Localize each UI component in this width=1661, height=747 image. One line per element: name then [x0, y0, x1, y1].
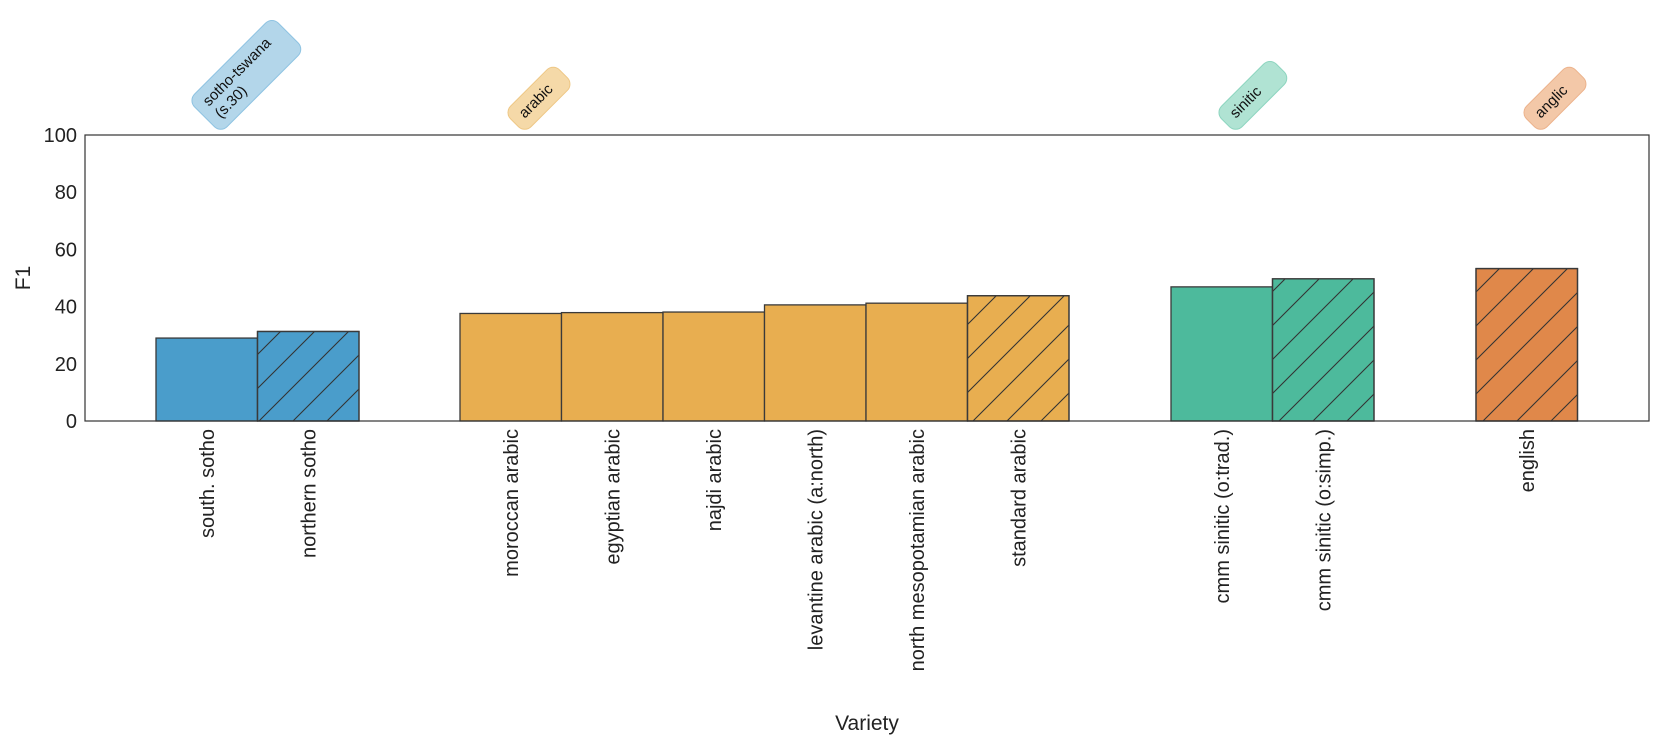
x-axis-tick-labels: south. sotho northern sotho moroccan arabi… — [197, 429, 1539, 671]
x-tick-label: levantine arabic (a:north) — [805, 429, 827, 650]
x-tick-label: cmm sinitic (o:trad.) — [1212, 429, 1234, 603]
bar — [459, 312, 563, 422]
plot-frame — [84, 134, 1650, 422]
group-badge: sinitic — [1218, 60, 1288, 130]
y-tick-label: 60 — [55, 239, 77, 261]
x-tick-label: najdi arabic — [704, 429, 726, 531]
x-tick-label: north mesopotamian arabic — [907, 429, 929, 671]
x-tick-label: south. sotho — [197, 429, 219, 538]
group-badge-box — [1523, 66, 1587, 130]
x-tick-label: english — [1517, 429, 1539, 492]
y-tick-label: 0 — [66, 411, 77, 433]
group-badge: arabic — [507, 66, 571, 130]
x-tick-label: cmm sinitic (o:simp.) — [1313, 429, 1335, 611]
y-axis: 0 20 40 60 80 100 — [44, 125, 77, 433]
bars-layer — [155, 267, 1579, 422]
bar-hatch — [1475, 267, 1579, 422]
group-badge-box — [507, 66, 571, 130]
y-tick-label: 20 — [55, 354, 77, 376]
bar — [763, 304, 867, 422]
bar-hatch — [1271, 278, 1375, 422]
group-badge-box — [1218, 60, 1288, 130]
bar — [560, 311, 664, 422]
bar — [865, 302, 969, 422]
y-tick-label: 100 — [44, 125, 77, 147]
group-badge: anglic — [1523, 66, 1587, 130]
x-tick-label: moroccan arabic — [501, 429, 523, 577]
bar — [662, 311, 766, 422]
x-tick-label: standard arabic — [1008, 429, 1030, 567]
group-badge: sotho-tswana(s.30) — [191, 19, 302, 130]
x-tick-label: northern sotho — [298, 429, 320, 558]
bar — [155, 337, 259, 422]
bar-hatch — [966, 295, 1070, 422]
bar — [1170, 286, 1274, 422]
bar-hatch — [256, 330, 360, 422]
x-tick-label: egyptian arabic — [602, 429, 624, 565]
x-axis-label: Variety — [835, 712, 899, 735]
group-badge-box — [191, 19, 302, 130]
y-tick-label: 40 — [55, 297, 77, 319]
y-tick-label: 80 — [55, 182, 77, 204]
y-axis-label: F1 — [12, 266, 35, 291]
group-badges: sotho-tswana(s.30) arabic sinitic anglic — [191, 19, 1587, 130]
